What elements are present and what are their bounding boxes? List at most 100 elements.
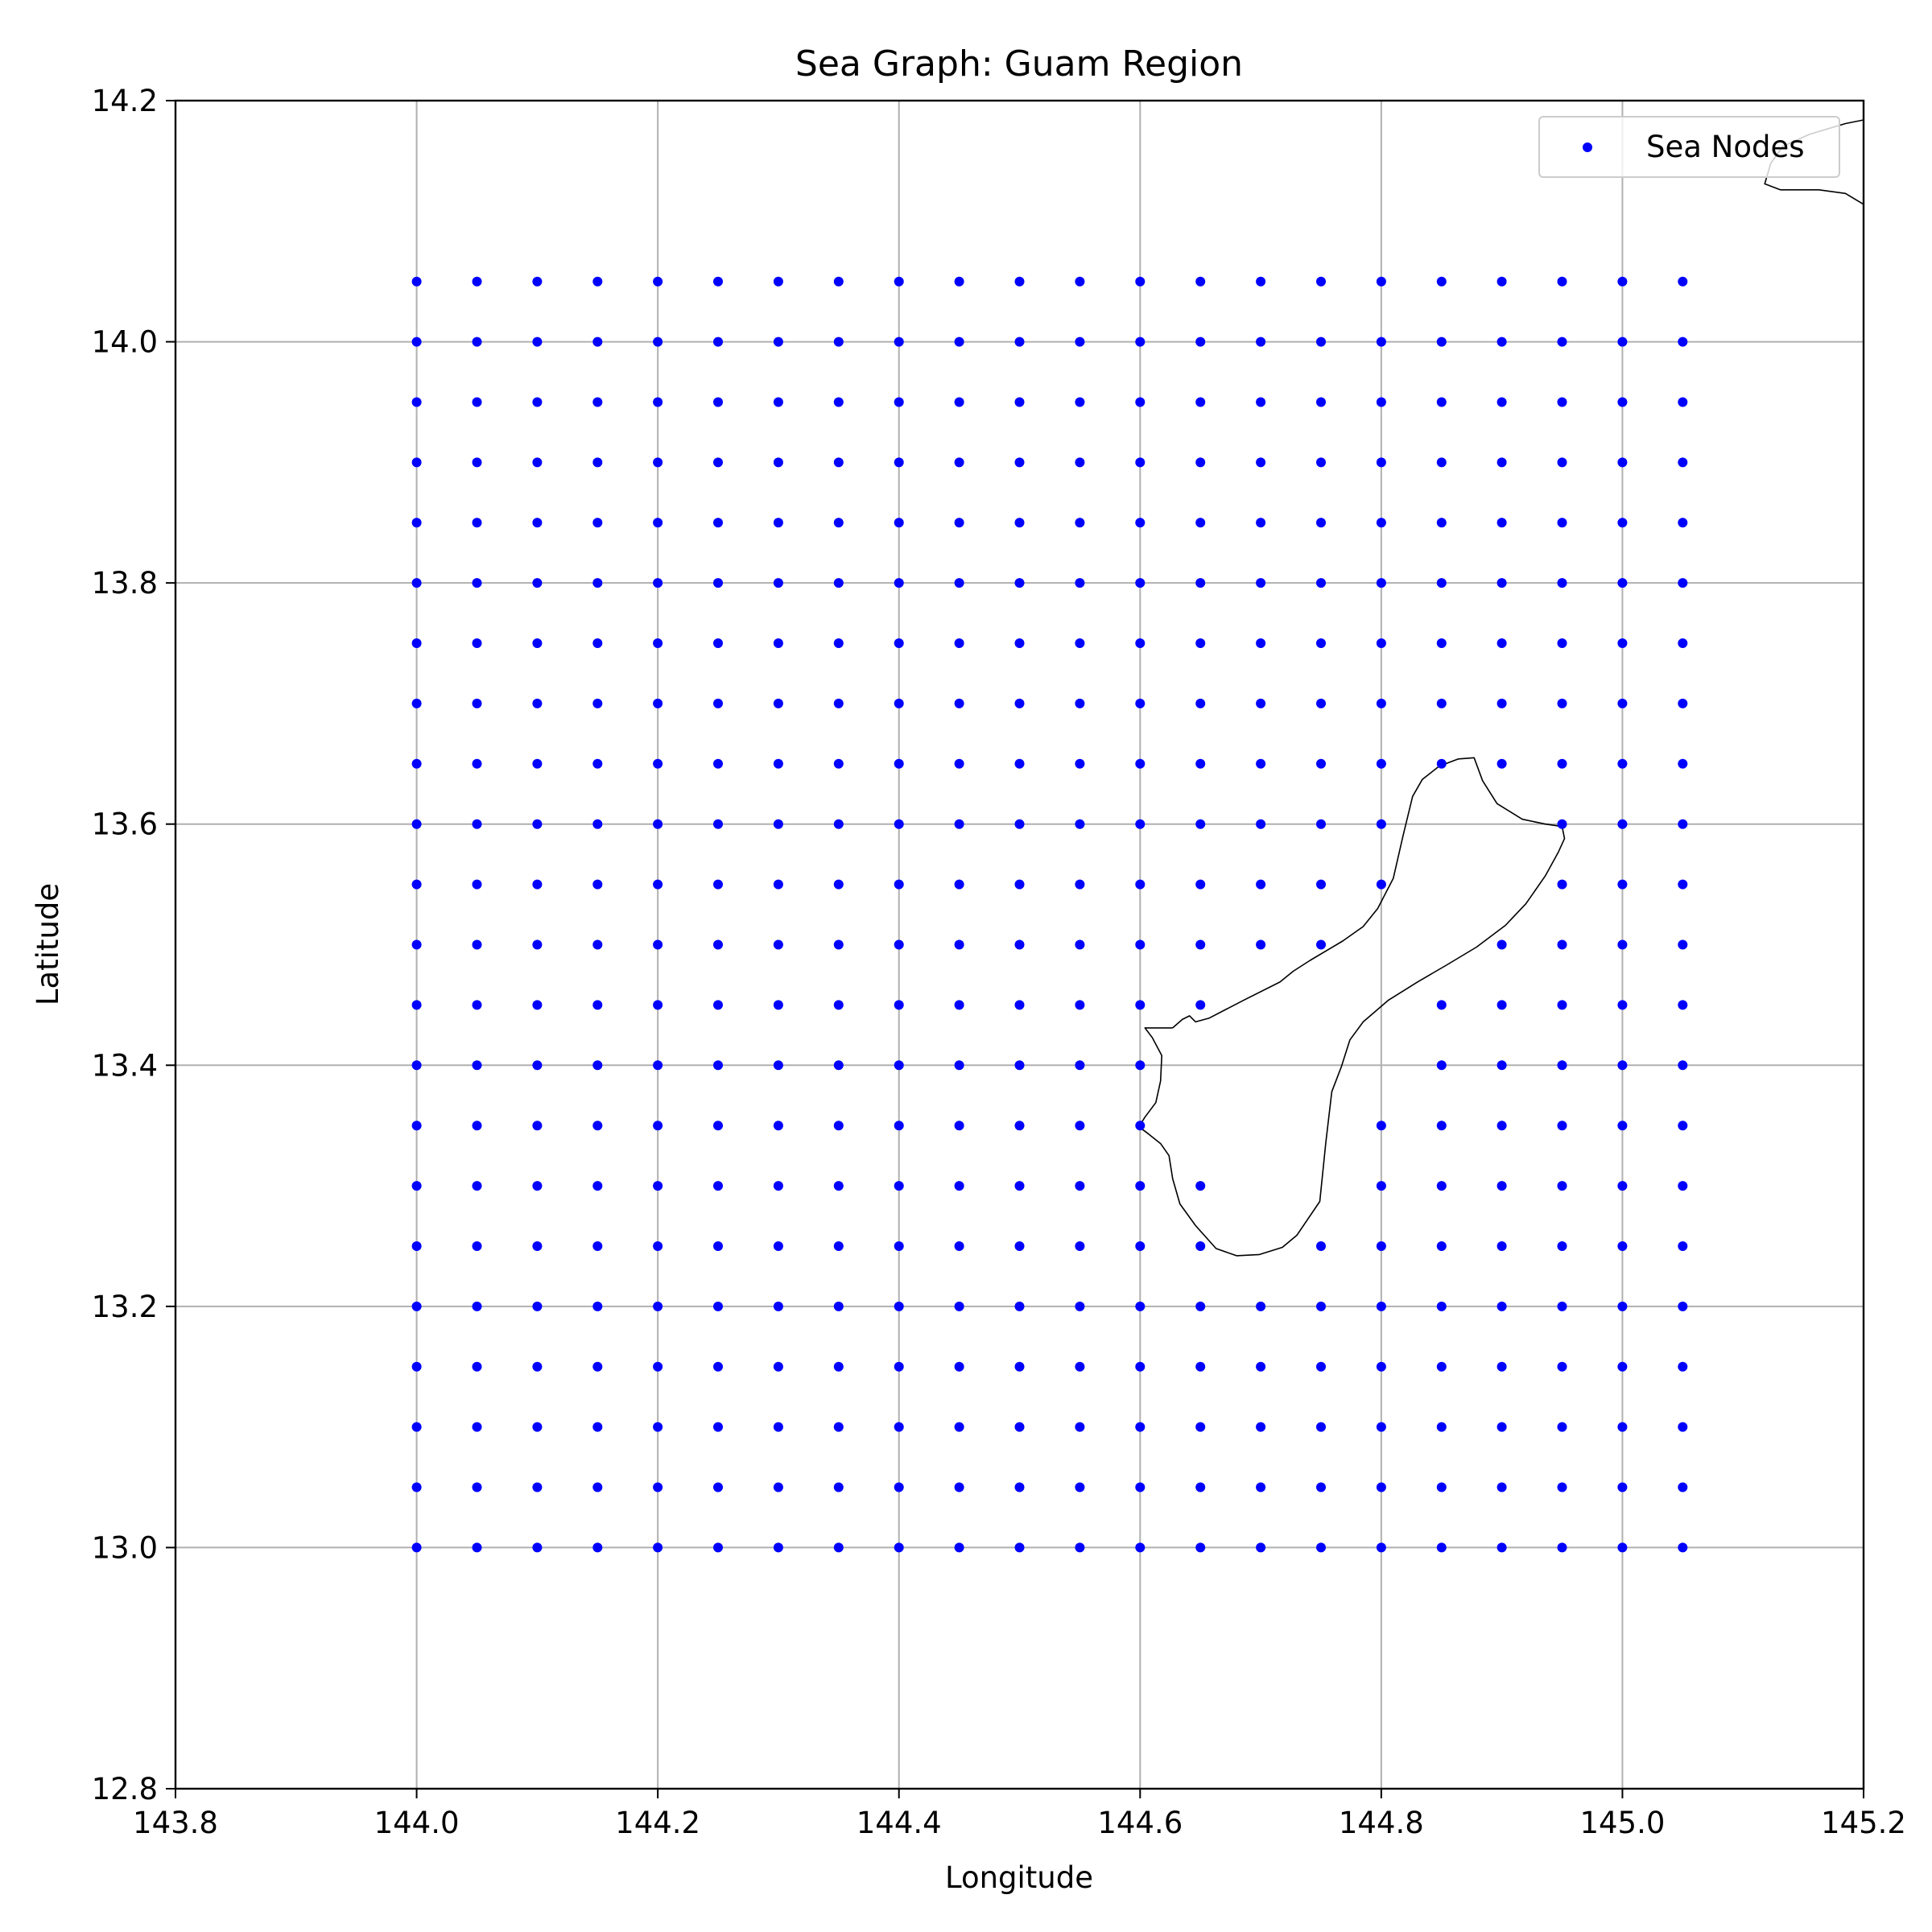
sea-node-point xyxy=(954,819,964,829)
sea-node-point xyxy=(1135,758,1146,769)
plot-area-frame xyxy=(174,99,1865,1790)
sea-node-point xyxy=(1195,698,1206,708)
sea-node-point xyxy=(1496,1482,1507,1492)
sea-node-point xyxy=(773,276,783,287)
sea-node-point xyxy=(532,336,543,347)
sea-node-point xyxy=(1436,276,1447,287)
sea-node-point xyxy=(1678,457,1688,468)
sea-node-point xyxy=(1256,1542,1266,1553)
sea-node-point xyxy=(1135,879,1146,890)
sea-node-point xyxy=(1075,1361,1085,1372)
sea-node-point xyxy=(592,276,603,287)
sea-node-point xyxy=(653,1241,663,1251)
sea-node-point xyxy=(1195,939,1206,950)
sea-node-point xyxy=(472,1482,482,1492)
sea-node-point xyxy=(713,1482,723,1492)
sea-node-point xyxy=(532,1301,543,1311)
sea-node-point xyxy=(1075,518,1085,528)
sea-node-point xyxy=(1496,336,1507,347)
y-tick-label: 14.2 xyxy=(92,84,158,118)
sea-node-point xyxy=(1014,819,1025,829)
sea-node-point xyxy=(1376,1241,1386,1251)
sea-node-point xyxy=(653,336,663,347)
sea-node-point xyxy=(773,879,783,890)
sea-node-point xyxy=(592,1482,603,1492)
sea-node-point xyxy=(1256,1422,1266,1432)
sea-node-point xyxy=(532,1000,543,1010)
sea-node-point xyxy=(472,879,482,890)
sea-node-point xyxy=(1316,1422,1326,1432)
sea-node-point xyxy=(1075,578,1085,588)
sea-node-point xyxy=(1195,1181,1206,1191)
x-tick-label: 144.6 xyxy=(1097,1806,1183,1840)
sea-node-point xyxy=(1678,518,1688,528)
sea-node-point xyxy=(1376,1482,1386,1492)
sea-node-point xyxy=(894,1422,904,1432)
sea-node-point xyxy=(713,1361,723,1372)
sea-node-point xyxy=(1256,578,1266,588)
sea-node-point xyxy=(653,638,663,648)
sea-node-point xyxy=(833,1121,844,1131)
sea-node-point xyxy=(833,1241,844,1251)
sea-node-point xyxy=(1557,1241,1567,1251)
sea-node-point xyxy=(833,698,844,708)
sea-node-point xyxy=(954,1422,964,1432)
sea-node-point xyxy=(1376,397,1386,407)
sea-node-point xyxy=(1557,1181,1567,1191)
sea-node-point xyxy=(1135,1060,1146,1071)
sea-node-point xyxy=(472,457,482,468)
sea-node-point xyxy=(411,578,422,588)
sea-node-point xyxy=(1316,578,1326,588)
sea-node-point xyxy=(1135,1482,1146,1492)
sea-node-point xyxy=(1376,1422,1386,1432)
sea-node-point xyxy=(1557,638,1567,648)
sea-node-point xyxy=(1557,1301,1567,1311)
sea-node-point xyxy=(472,1542,482,1553)
sea-node-point xyxy=(472,939,482,950)
sea-node-point xyxy=(1376,336,1386,347)
sea-node-point xyxy=(1376,518,1386,528)
sea-node-point xyxy=(1496,1060,1507,1071)
sea-node-point xyxy=(1075,939,1085,950)
sea-node-point xyxy=(532,1121,543,1131)
sea-node-point xyxy=(773,1542,783,1553)
sea-node-point xyxy=(1557,578,1567,588)
sea-node-point xyxy=(954,457,964,468)
sea-node-point xyxy=(653,1301,663,1311)
sea-node-point xyxy=(1014,638,1025,648)
sea-node-point xyxy=(894,1361,904,1372)
y-axis-label: Latitude xyxy=(31,883,65,1005)
sea-node-point xyxy=(411,1121,422,1131)
sea-node-point xyxy=(1617,939,1628,950)
sea-node-point xyxy=(713,1241,723,1251)
sea-node-point xyxy=(833,1000,844,1010)
sea-node-point xyxy=(1135,1542,1146,1553)
sea-node-point xyxy=(713,819,723,829)
sea-node-point xyxy=(1557,1121,1567,1131)
sea-node-point xyxy=(1014,1181,1025,1191)
sea-node-point xyxy=(1436,758,1447,769)
sea-node-point xyxy=(1195,276,1206,287)
sea-node-point xyxy=(1014,1241,1025,1251)
sea-node-point xyxy=(1256,518,1266,528)
sea-node-point xyxy=(1496,276,1507,287)
sea-node-point xyxy=(1195,1542,1206,1553)
sea-node-point xyxy=(1135,939,1146,950)
sea-node-point xyxy=(1496,1121,1507,1131)
sea-node-point xyxy=(1135,1121,1146,1131)
sea-node-point xyxy=(1557,276,1567,287)
y-tick-label: 13.2 xyxy=(92,1290,158,1324)
sea-node-point xyxy=(1557,1000,1567,1010)
sea-node-point xyxy=(1256,939,1266,950)
y-tick-label: 14.0 xyxy=(92,325,158,360)
sea-node-point xyxy=(894,1181,904,1191)
sea-node-point xyxy=(1135,457,1146,468)
sea-node-point xyxy=(773,819,783,829)
sea-node-point xyxy=(1617,1301,1628,1311)
sea-node-point xyxy=(472,1060,482,1071)
sea-node-point xyxy=(1678,758,1688,769)
sea-node-point xyxy=(532,819,543,829)
sea-node-point xyxy=(1557,1361,1567,1372)
sea-node-point xyxy=(653,397,663,407)
